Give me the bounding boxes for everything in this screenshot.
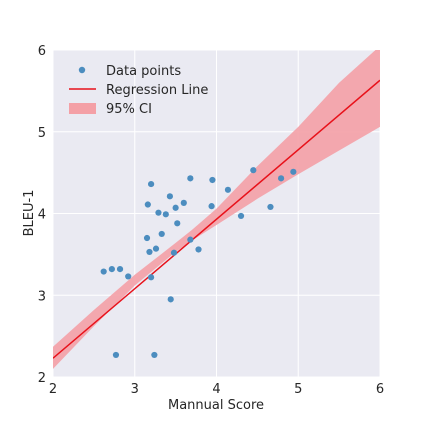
ci-band [53, 50, 380, 369]
y-tick-label: 2 [38, 371, 46, 386]
data-point [112, 351, 120, 359]
legend-ci-marker [69, 103, 96, 114]
data-point [174, 220, 181, 227]
legend-points-marker [78, 66, 86, 74]
data-point [108, 265, 115, 273]
x-tick-label: 6 [376, 382, 384, 397]
data-point [187, 236, 194, 243]
x-tick-label: 3 [131, 382, 139, 397]
data-point [290, 168, 297, 175]
data-point [166, 193, 174, 200]
y-tick-label: 4 [38, 208, 46, 223]
data-point [151, 351, 158, 359]
y-tick-label: 6 [38, 44, 46, 59]
legend-ci-label: 95% CI [106, 102, 152, 117]
regression-line-layer [53, 79, 380, 359]
legend: Data points Regression Line 95% CI [69, 64, 208, 117]
data-point [172, 204, 179, 211]
x-tick-label: 5 [294, 382, 302, 397]
data-point [146, 248, 153, 256]
confidence-band-layer [53, 50, 380, 369]
data-points-layer [100, 167, 297, 359]
data-point [116, 265, 124, 273]
data-point [148, 180, 155, 188]
data-point [167, 296, 174, 303]
y-tick-label: 3 [38, 289, 46, 304]
data-point [125, 273, 132, 280]
data-point [170, 249, 178, 256]
legend-points-label: Data points [106, 64, 181, 79]
regression-line [53, 79, 380, 359]
tick-labels: 2 3 4 5 6 2 3 4 5 6 [38, 44, 384, 397]
data-point [148, 274, 155, 281]
data-point [100, 268, 107, 275]
data-point [237, 212, 245, 220]
data-point [267, 203, 274, 211]
x-axis-title: Mannual Score [168, 398, 264, 413]
x-tick-label: 2 [49, 382, 57, 397]
data-point [162, 211, 169, 218]
data-point [144, 201, 151, 208]
data-point [277, 175, 285, 182]
data-point [187, 175, 194, 182]
data-point [180, 199, 187, 206]
data-point [158, 230, 165, 238]
x-tick-label: 4 [212, 382, 220, 397]
data-point [155, 209, 162, 216]
data-point [208, 203, 215, 210]
data-point [195, 246, 202, 253]
data-point [152, 245, 160, 252]
legend-line-label: Regression Line [106, 83, 208, 98]
data-point [143, 234, 151, 242]
y-tick-label: 5 [38, 126, 46, 141]
data-point [224, 186, 232, 193]
data-point [209, 176, 216, 184]
data-point [250, 167, 257, 174]
y-axis-title: BLEU-1 [22, 190, 37, 237]
